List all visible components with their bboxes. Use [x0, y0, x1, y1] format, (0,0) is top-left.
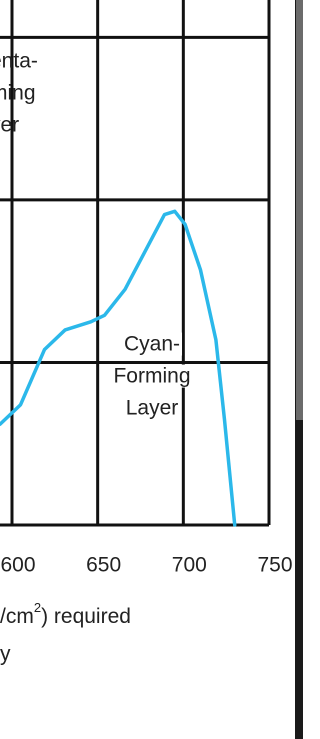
page: {"chart_data": {"type": "line", "x": [59…: [0, 0, 303, 739]
x-tick-label: 700: [172, 554, 207, 577]
annotation: yer: [0, 114, 19, 137]
annotation: Cyan-: [124, 333, 180, 356]
annotation: enta-: [0, 50, 38, 73]
caption-sup: 2: [34, 600, 41, 615]
caption-start: /cm: [0, 605, 34, 628]
caption-end: ) required: [41, 605, 131, 628]
caption: /cm2) required: [0, 600, 131, 627]
annotation: Forming: [113, 365, 190, 388]
chart: /cm2) required y 600 650 700 750 enta-ming ye…: [0, 0, 303, 739]
photo-edge-light: [296, 0, 303, 420]
x-tick-label: 650: [86, 554, 121, 577]
x-tick-label: 600: [0, 554, 35, 577]
x-tick-label: 750: [257, 554, 292, 577]
annotation: Layer: [126, 397, 179, 420]
annotation: ming: [0, 82, 36, 105]
caption-line2: y: [0, 643, 11, 666]
